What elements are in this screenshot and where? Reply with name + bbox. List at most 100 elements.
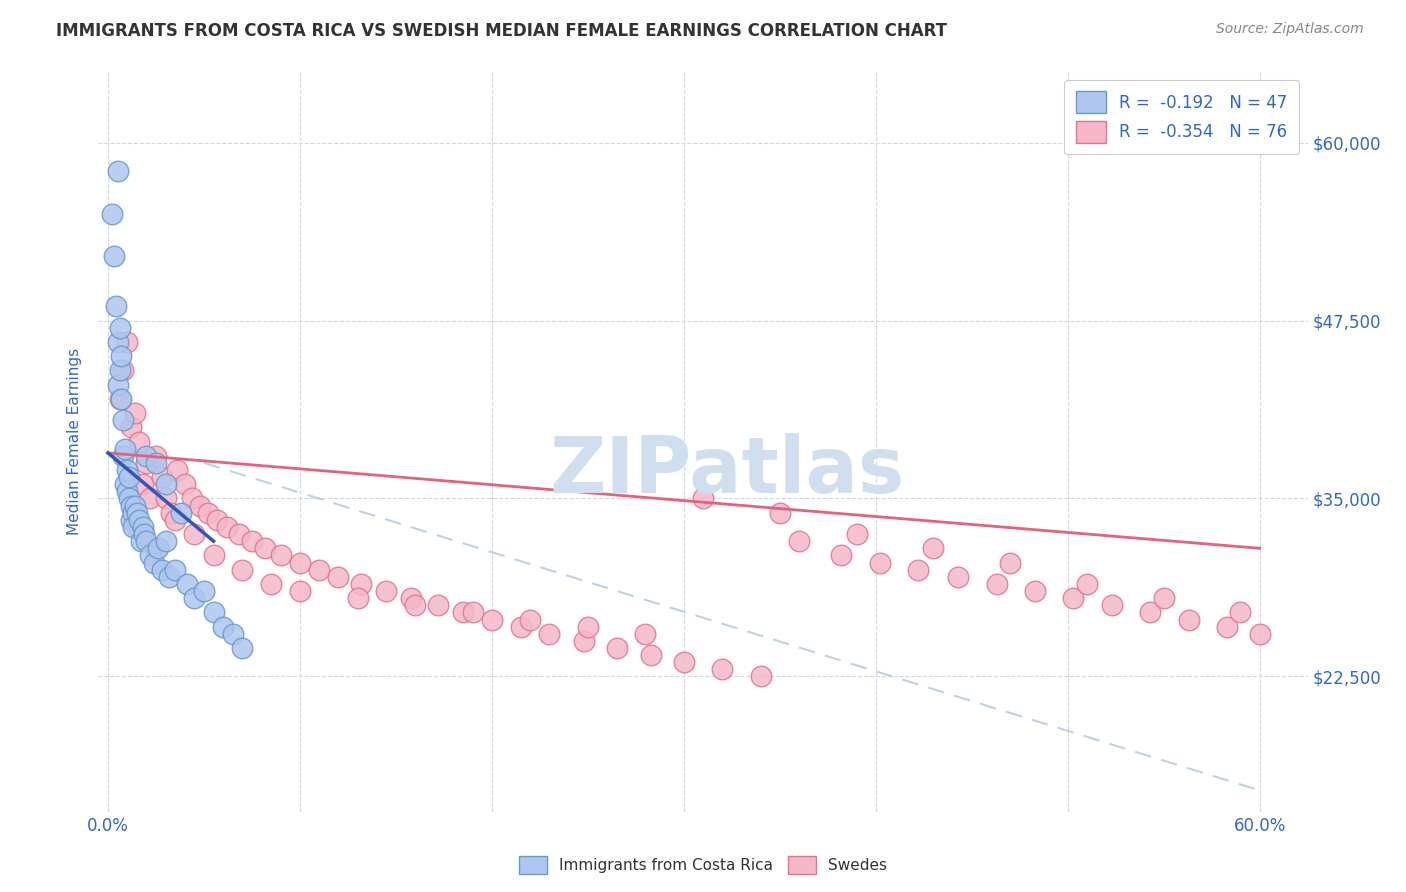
Point [270, 549, 292, 563]
Point [1062, 591, 1084, 606]
Point [308, 563, 330, 577]
Point [124, 406, 146, 420]
Point [1076, 577, 1098, 591]
Point [155, 491, 177, 506]
Point [254, 541, 277, 556]
Point [139, 549, 162, 563]
Point [538, 626, 561, 640]
Point [145, 456, 167, 470]
Point [1249, 626, 1271, 640]
Point [749, 669, 772, 683]
Point [1229, 606, 1251, 620]
Point [1139, 606, 1161, 620]
Point [170, 506, 193, 520]
Point [108, 392, 131, 406]
Point [606, 640, 628, 655]
Point [103, 250, 125, 264]
Point [176, 577, 198, 591]
Point [112, 363, 135, 377]
Point [1177, 613, 1199, 627]
Point [207, 513, 229, 527]
Legend: R =  -0.192   N = 47, R =  -0.354   N = 76: R = -0.192 N = 47, R = -0.354 N = 76 [1064, 79, 1299, 154]
Point [145, 449, 167, 463]
Point [128, 513, 150, 527]
Point [125, 520, 148, 534]
Point [787, 534, 810, 549]
Point [634, 626, 657, 640]
Point [427, 599, 450, 613]
Point [197, 506, 219, 520]
Point [404, 599, 426, 613]
Text: IMMIGRANTS FROM COSTA RICA VS SWEDISH MEDIAN FEMALE EARNINGS CORRELATION CHART: IMMIGRANTS FROM COSTA RICA VS SWEDISH ME… [56, 22, 948, 40]
Point [1153, 591, 1175, 606]
Point [481, 613, 503, 627]
Point [769, 506, 792, 520]
Point [193, 584, 215, 599]
Point [108, 363, 131, 377]
Point [118, 491, 141, 506]
Point [519, 613, 541, 627]
Legend: Immigrants from Costa Rica, Swedes: Immigrants from Costa Rica, Swedes [513, 850, 893, 880]
Point [288, 584, 311, 599]
Point [692, 491, 714, 506]
Point [120, 420, 142, 434]
Point [150, 470, 173, 484]
Point [160, 506, 183, 520]
Point [202, 549, 225, 563]
Point [120, 499, 142, 513]
Point [104, 299, 127, 313]
Point [183, 527, 205, 541]
Point [231, 640, 253, 655]
Point [1024, 584, 1046, 599]
Point [124, 499, 146, 513]
Point [509, 619, 531, 633]
Point [288, 556, 311, 570]
Point [215, 520, 238, 534]
Point [711, 662, 734, 676]
Point [135, 456, 157, 470]
Point [122, 520, 145, 534]
Point [114, 442, 136, 456]
Point [143, 556, 166, 570]
Point [922, 541, 945, 556]
Point [150, 563, 173, 577]
Point [120, 513, 142, 527]
Point [165, 513, 187, 527]
Point [115, 484, 138, 499]
Point [228, 527, 250, 541]
Point [134, 527, 156, 541]
Point [845, 527, 868, 541]
Point [1216, 619, 1239, 633]
Point [986, 577, 1008, 591]
Point [672, 655, 695, 669]
Point [328, 570, 350, 584]
Point [222, 626, 245, 640]
Point [165, 563, 187, 577]
Point [108, 320, 131, 334]
Point [107, 164, 129, 178]
Point [112, 413, 135, 427]
Text: Source: ZipAtlas.com: Source: ZipAtlas.com [1216, 22, 1364, 37]
Point [135, 534, 157, 549]
Point [830, 549, 852, 563]
Point [260, 577, 283, 591]
Point [107, 377, 129, 392]
Point [907, 563, 929, 577]
Point [125, 506, 148, 520]
Point [1101, 599, 1123, 613]
Point [115, 463, 138, 477]
Point [181, 491, 204, 506]
Point [131, 477, 153, 491]
Point [572, 633, 595, 648]
Point [128, 434, 150, 449]
Point [188, 499, 211, 513]
Y-axis label: Median Female Earnings: Median Female Earnings [67, 348, 83, 535]
Point [145, 541, 167, 556]
Point [240, 534, 263, 549]
Point [129, 534, 152, 549]
Point [461, 606, 484, 620]
Point [139, 491, 162, 506]
Point [451, 606, 474, 620]
Point [155, 477, 177, 491]
Point [110, 392, 132, 406]
